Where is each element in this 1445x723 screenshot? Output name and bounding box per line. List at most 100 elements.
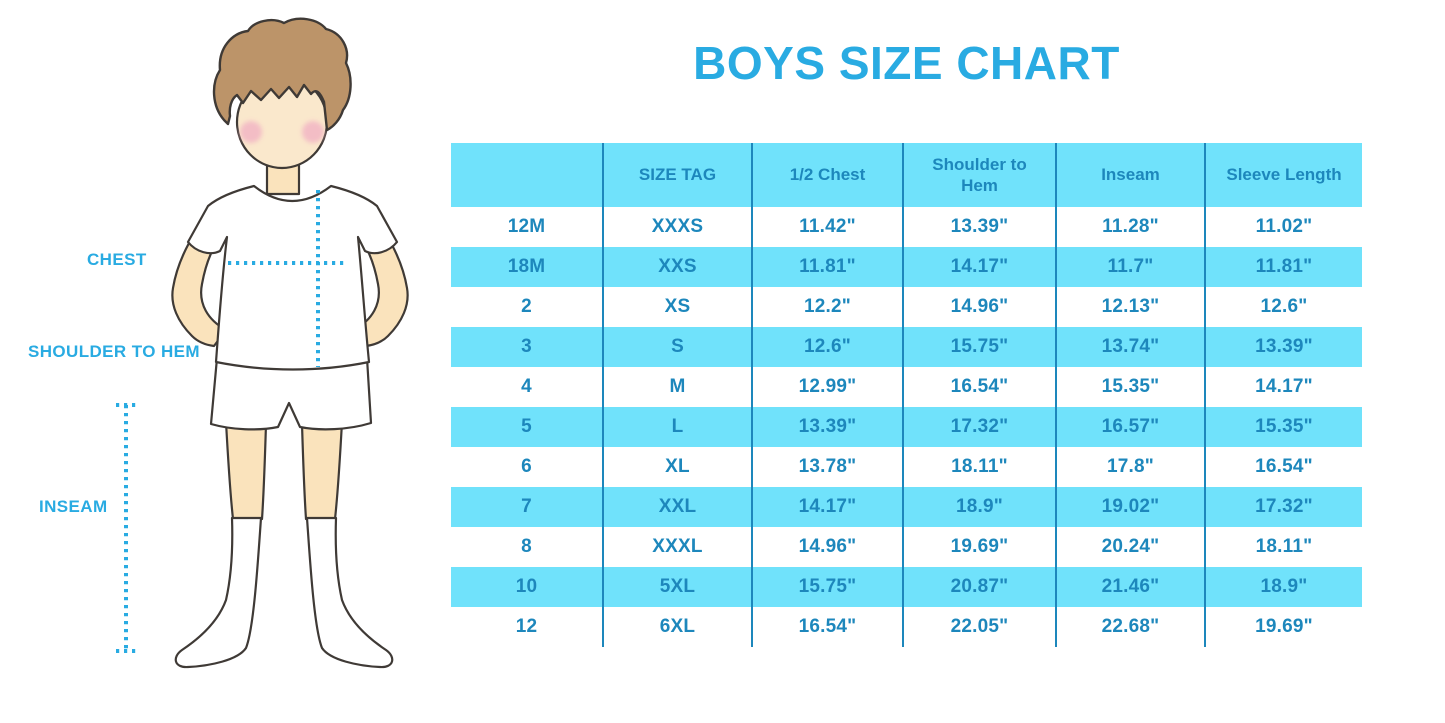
table-row: 7 XXL 14.17" 18.9" 19.02" 17.32" xyxy=(451,487,1362,527)
value-cell: 5XL xyxy=(602,567,752,607)
table-row: 5 L 13.39" 17.32" 16.57" 15.35" xyxy=(451,407,1362,447)
value-cell: 19.02" xyxy=(1055,487,1205,527)
value-cell: 11.28" xyxy=(1055,207,1205,247)
value-cell: 13.39" xyxy=(1204,327,1362,367)
value-cell: 15.75" xyxy=(751,567,903,607)
table-row: 8 XXXL 14.96" 19.69" 20.24" 18.11" xyxy=(451,527,1362,567)
value-cell: 21.46" xyxy=(1055,567,1205,607)
value-cell: 12.6" xyxy=(751,327,903,367)
t-shirt xyxy=(186,184,399,371)
table-row: 4 M 12.99" 16.54" 15.35" 14.17" xyxy=(451,367,1362,407)
page-title: BOYS SIZE CHART xyxy=(693,37,1120,89)
size-cell: 5 xyxy=(521,416,532,437)
value-cell: 16.54" xyxy=(1204,447,1362,487)
size-cell: 6 xyxy=(521,456,532,477)
hair xyxy=(212,17,352,132)
value-cell: M xyxy=(602,367,752,407)
size-table-body: 12M XXXS 11.42" 13.39" 11.28" 11.02" 18M XXS 11.… xyxy=(451,207,1362,647)
value-cell: 18.9" xyxy=(902,487,1056,527)
boy-illustration xyxy=(116,17,409,669)
right-cheek-blush xyxy=(302,121,324,143)
size-cell: 4 xyxy=(521,376,532,397)
value-cell: XL xyxy=(602,447,752,487)
value-cell: 16.57" xyxy=(1055,407,1205,447)
left-sock xyxy=(174,516,263,669)
header-sleeve-length: Sleeve Length xyxy=(1204,143,1362,207)
value-cell: 22.05" xyxy=(902,607,1056,647)
table-row: 12 6XL 16.54" 22.05" 22.68" 19.69" xyxy=(451,607,1362,647)
value-cell: L xyxy=(602,407,752,447)
size-cell: 2 xyxy=(521,296,532,317)
table-row: 3 S 12.6" 15.75" 13.74" 13.39" xyxy=(451,327,1362,367)
right-leg xyxy=(300,420,344,521)
table-row: 12M XXXS 11.42" 13.39" 11.28" 11.02" xyxy=(451,207,1362,247)
value-cell: 13.74" xyxy=(1055,327,1205,367)
header-size-blank xyxy=(451,143,603,207)
value-cell: XXXS xyxy=(602,207,752,247)
value-cell: 14.17" xyxy=(902,247,1056,287)
value-cell: XXS xyxy=(602,247,752,287)
value-cell: 18.11" xyxy=(902,447,1056,487)
chest-label: CHEST xyxy=(87,250,147,269)
figure-area: CHEST SHOULDER TO HEM INSEAM xyxy=(0,0,451,723)
table-row: 18M XXS 11.81" 14.17" 11.7" 11.81" xyxy=(451,247,1362,287)
value-cell: 20.87" xyxy=(902,567,1056,607)
value-cell: 18.11" xyxy=(1204,527,1362,567)
value-cell: 15.35" xyxy=(1204,407,1362,447)
value-cell: 11.81" xyxy=(751,247,903,287)
value-cell: 6XL xyxy=(602,607,752,647)
size-cell: 10 xyxy=(515,576,538,597)
size-cell: 12M xyxy=(507,216,546,237)
table-row: 6 XL 13.78" 18.11" 17.8" 16.54" xyxy=(451,447,1362,487)
value-cell: 11.02" xyxy=(1204,207,1362,247)
value-cell: 15.35" xyxy=(1055,367,1205,407)
size-cell: 7 xyxy=(521,496,532,517)
value-cell: 11.42" xyxy=(751,207,903,247)
value-cell: 20.24" xyxy=(1055,527,1205,567)
value-cell: 16.54" xyxy=(751,607,903,647)
size-cell: 12 xyxy=(515,616,538,637)
left-cheek-blush xyxy=(240,121,262,143)
value-cell: XS xyxy=(602,287,752,327)
header-half-chest: 1/2 Chest xyxy=(751,143,903,207)
value-cell: 19.69" xyxy=(1204,607,1362,647)
value-cell: 11.7" xyxy=(1055,247,1205,287)
value-cell: 18.9" xyxy=(1204,567,1362,607)
value-cell: S xyxy=(602,327,752,367)
table-row: 10 5XL 15.75" 20.87" 21.46" 18.9" xyxy=(451,567,1362,607)
value-cell: 14.96" xyxy=(751,527,903,567)
value-cell: 17.8" xyxy=(1055,447,1205,487)
value-cell: 17.32" xyxy=(902,407,1056,447)
header-shoulder-to-hem: Shoulder to Hem xyxy=(902,143,1056,207)
size-cell: 3 xyxy=(521,336,532,357)
value-cell: 12.99" xyxy=(751,367,903,407)
value-cell: 19.69" xyxy=(902,527,1056,567)
size-cell: 8 xyxy=(521,536,532,557)
value-cell: 13.78" xyxy=(751,447,903,487)
header-inseam: Inseam xyxy=(1055,143,1205,207)
left-leg xyxy=(224,420,268,521)
shoulder-to-hem-label: SHOULDER TO HEM xyxy=(28,342,200,361)
value-cell: 13.39" xyxy=(751,407,903,447)
value-cell: 16.54" xyxy=(902,367,1056,407)
table-row: 2 XS 12.2" 14.96" 12.13" 12.6" xyxy=(451,287,1362,327)
value-cell: 14.96" xyxy=(902,287,1056,327)
inseam-measure-line xyxy=(116,403,139,653)
value-cell: 12.2" xyxy=(751,287,903,327)
table-header-row: SIZE TAG 1/2 Chest Shoulder to Hem Insea… xyxy=(451,143,1362,207)
size-table: SIZE TAG 1/2 Chest Shoulder to Hem Insea… xyxy=(451,143,1362,647)
value-cell: 15.75" xyxy=(902,327,1056,367)
right-sock xyxy=(305,516,394,669)
value-cell: 12.6" xyxy=(1204,287,1362,327)
value-cell: 12.13" xyxy=(1055,287,1205,327)
value-cell: 22.68" xyxy=(1055,607,1205,647)
value-cell: XXXL xyxy=(602,527,752,567)
value-cell: XXL xyxy=(602,487,752,527)
size-cell: 18M xyxy=(507,256,546,277)
value-cell: 13.39" xyxy=(902,207,1056,247)
header-size-tag: SIZE TAG xyxy=(602,143,752,207)
value-cell: 11.81" xyxy=(1204,247,1362,287)
value-cell: 14.17" xyxy=(751,487,903,527)
inseam-label: INSEAM xyxy=(39,497,108,516)
